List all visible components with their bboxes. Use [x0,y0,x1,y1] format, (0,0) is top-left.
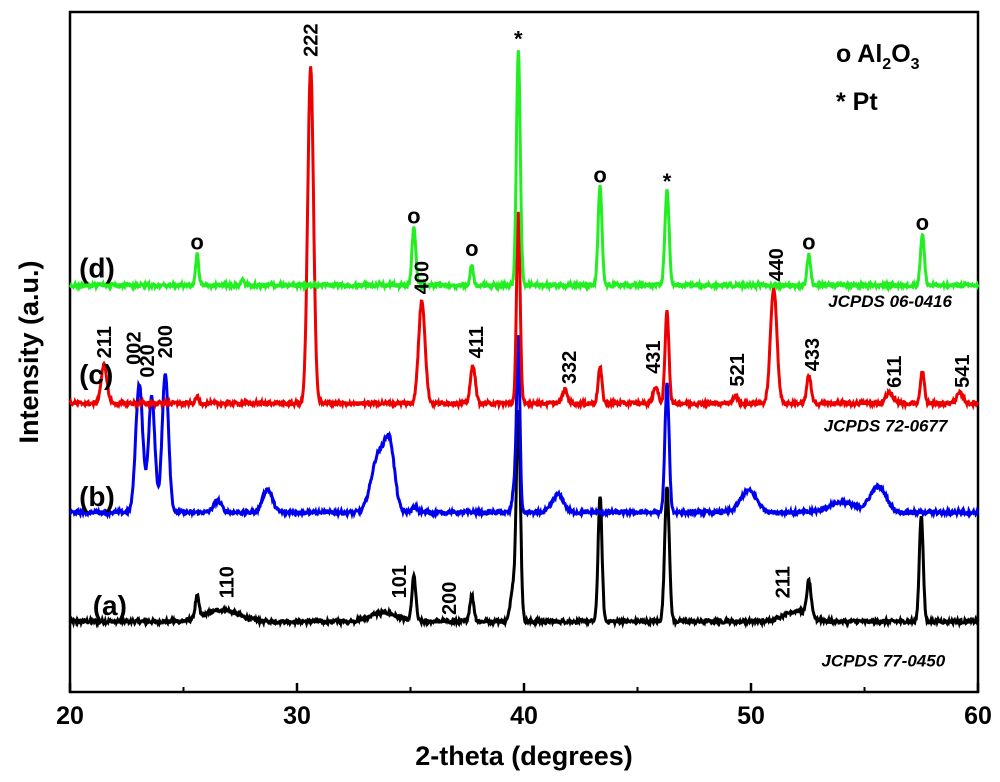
al2o3-marker: o [593,163,606,188]
peak-label: 521 [727,353,749,386]
peak-label: 431 [643,340,665,373]
pt-marker: * [514,27,523,52]
al2o3-marker: o [916,210,929,235]
y-axis-title: Intensity (a.u.) [14,260,44,443]
peak-label: 541 [952,355,974,388]
x-tick-label: 20 [56,702,84,730]
peak-label: 400 [412,261,434,294]
al2o3-marker: o [802,229,815,254]
peak-label: 332 [559,351,581,384]
al2o3-marker: o [190,229,203,254]
series-line-1 [68,335,980,520]
x-tick-label: 50 [737,702,765,730]
trace-label: (b) [79,481,115,512]
peak-label: 222 [300,24,322,57]
trace-label: (a) [93,590,127,621]
legend-al2o3: o Al2O3 [836,40,920,73]
x-tick-label: 60 [964,702,992,730]
legend: o Al2O3 * Pt [836,40,920,116]
trace-label: (c) [79,359,113,390]
legend-pt: * Pt [836,88,878,116]
jcpds-reference-label: JCPDS 77-0450 [821,651,945,670]
peak-label: 411 [466,326,488,358]
peak-label: 211 [773,566,795,598]
peak-label: 440 [766,248,788,281]
peak-label: 101 [389,565,411,598]
al2o3-marker: o [465,236,478,261]
peak-label: 110 [216,566,238,598]
x-axis: 20 30 40 50 60 [56,683,992,730]
peak-label: 020 [137,344,159,377]
peak-label: 611 [884,356,906,388]
series-layer [68,50,980,629]
pt-marker: * [663,169,672,194]
x-axis-title: 2-theta (degrees) [415,741,633,771]
al2o3-marker: o [407,204,420,229]
x-tick-label: 40 [510,702,538,730]
series-line-0 [68,410,980,629]
x-tick-label: 30 [283,702,311,730]
series-line-2 [68,66,980,411]
peak-label: 200 [155,325,177,358]
peak-label: 200 [439,582,461,615]
peak-label: 433 [802,338,824,371]
peak-label: 211 [94,326,116,358]
series-line-3 [68,50,980,293]
jcpds-reference-label: JCPDS 06-0416 [828,292,952,311]
jcpds-reference-label: JCPDS 72-0677 [824,417,949,436]
trace-label: (d) [79,253,115,284]
peak-label: 002 [123,331,145,364]
